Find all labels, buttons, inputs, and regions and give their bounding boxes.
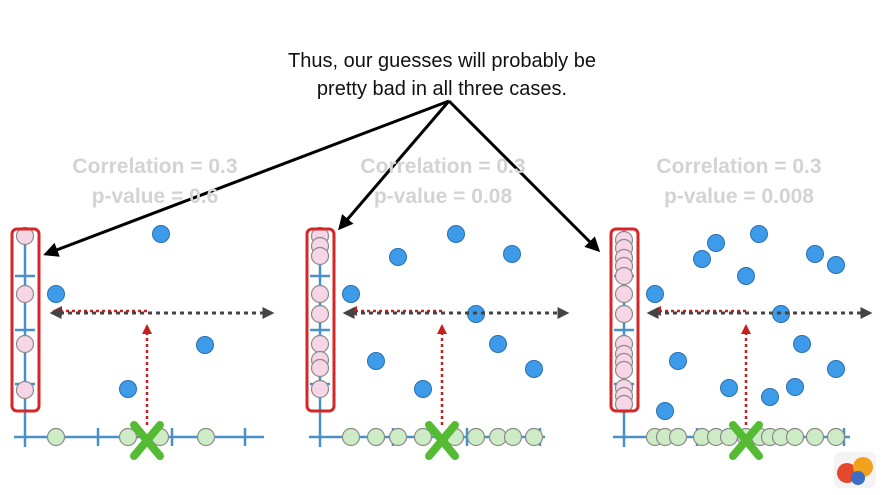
- callout-arrow-panel-2: [338, 100, 451, 231]
- panel-2-correlation: Correlation = 0.3: [360, 155, 526, 178]
- data-point: [750, 225, 768, 243]
- x-projection-point: [413, 427, 433, 447]
- panel-1-x-projections: [46, 427, 216, 447]
- data-point: [786, 378, 804, 396]
- panel-3-data-points: [646, 225, 845, 420]
- callout-arrows: [43, 99, 601, 257]
- callout-arrow-panel-1: [43, 99, 450, 257]
- y-projection-point: [614, 360, 634, 380]
- x-projection-point: [668, 427, 688, 447]
- data-point: [693, 250, 711, 268]
- y-projection-point: [15, 380, 35, 400]
- data-point: [503, 245, 521, 263]
- panel-2: [305, 225, 570, 460]
- data-point: [827, 256, 845, 274]
- y-projection-point: [15, 334, 35, 354]
- green-x-marker-icon: [130, 421, 164, 460]
- x-projection-point: [805, 427, 825, 447]
- data-point: [827, 360, 845, 378]
- panel-1-y-highlight-box: [10, 227, 41, 413]
- data-point: [342, 285, 360, 303]
- x-projection-point: [341, 427, 361, 447]
- y-projection-point: [614, 304, 634, 324]
- data-point: [707, 234, 725, 252]
- data-point: [720, 379, 738, 397]
- data-point: [489, 335, 507, 353]
- x-projection-point: [366, 427, 386, 447]
- data-point: [737, 267, 755, 285]
- x-projection-point: [46, 427, 66, 447]
- x-projection-point: [388, 427, 408, 447]
- data-point: [447, 225, 465, 243]
- green-x-marker-icon: [729, 421, 763, 460]
- panel-1-correlation: Correlation = 0.3: [72, 155, 238, 178]
- caption-line-1: Thus, our guesses will probably be: [288, 50, 596, 72]
- data-point: [793, 335, 811, 353]
- data-point: [806, 245, 824, 263]
- panel-3-y-highlight-box: [609, 227, 640, 413]
- x-projection-point: [503, 427, 523, 447]
- x-projection-point: [118, 427, 138, 447]
- data-point: [152, 225, 170, 243]
- x-projection-point: [826, 427, 846, 447]
- panel-2-y-highlight-box: [305, 227, 336, 413]
- y-projection-point: [614, 284, 634, 304]
- data-point: [761, 388, 779, 406]
- panel-1-y-projections: [15, 226, 35, 400]
- x-projection-point: [466, 427, 486, 447]
- data-point: [367, 352, 385, 370]
- data-point: [119, 380, 137, 398]
- y-projection-point: [614, 266, 634, 286]
- data-point: [47, 285, 65, 303]
- data-point: [656, 402, 674, 420]
- callout-arrow-panel-3: [447, 99, 601, 253]
- panel-1-axes: [14, 228, 264, 447]
- statquest-logo-icon: [834, 452, 876, 488]
- data-point: [414, 380, 432, 398]
- data-point: [525, 360, 543, 378]
- panel-1: [10, 225, 275, 460]
- data-point: [646, 285, 664, 303]
- y-projection-point: [15, 284, 35, 304]
- y-projection-point: [310, 304, 330, 324]
- panel-2-y-projections: [310, 226, 330, 399]
- y-projection-point: [310, 284, 330, 304]
- y-projection-point: [310, 246, 330, 266]
- panel-3-pvalue: p-value = 0.008: [663, 185, 814, 208]
- caption-line-2: pretty bad in all three cases.: [316, 78, 568, 100]
- y-projection-point: [310, 358, 330, 378]
- data-point: [389, 248, 407, 266]
- x-projection-point: [196, 427, 216, 447]
- panel-1-pvalue: p-value = 0.6: [91, 185, 219, 208]
- y-projection-point: [310, 334, 330, 354]
- data-point: [669, 352, 687, 370]
- x-projection-point: [524, 427, 544, 447]
- panel-2-pvalue: p-value = 0.08: [373, 185, 513, 208]
- panel-3: [609, 225, 873, 460]
- panel-3-correlation: Correlation = 0.3: [656, 155, 822, 178]
- y-projection-point: [310, 379, 330, 399]
- panel-3-y-projections: [614, 230, 634, 414]
- x-projection-point: [785, 427, 805, 447]
- panel-2-x-projections: [341, 427, 544, 447]
- panel-1-data-points: [47, 225, 214, 398]
- data-point: [196, 336, 214, 354]
- green-x-marker-icon: [425, 421, 459, 460]
